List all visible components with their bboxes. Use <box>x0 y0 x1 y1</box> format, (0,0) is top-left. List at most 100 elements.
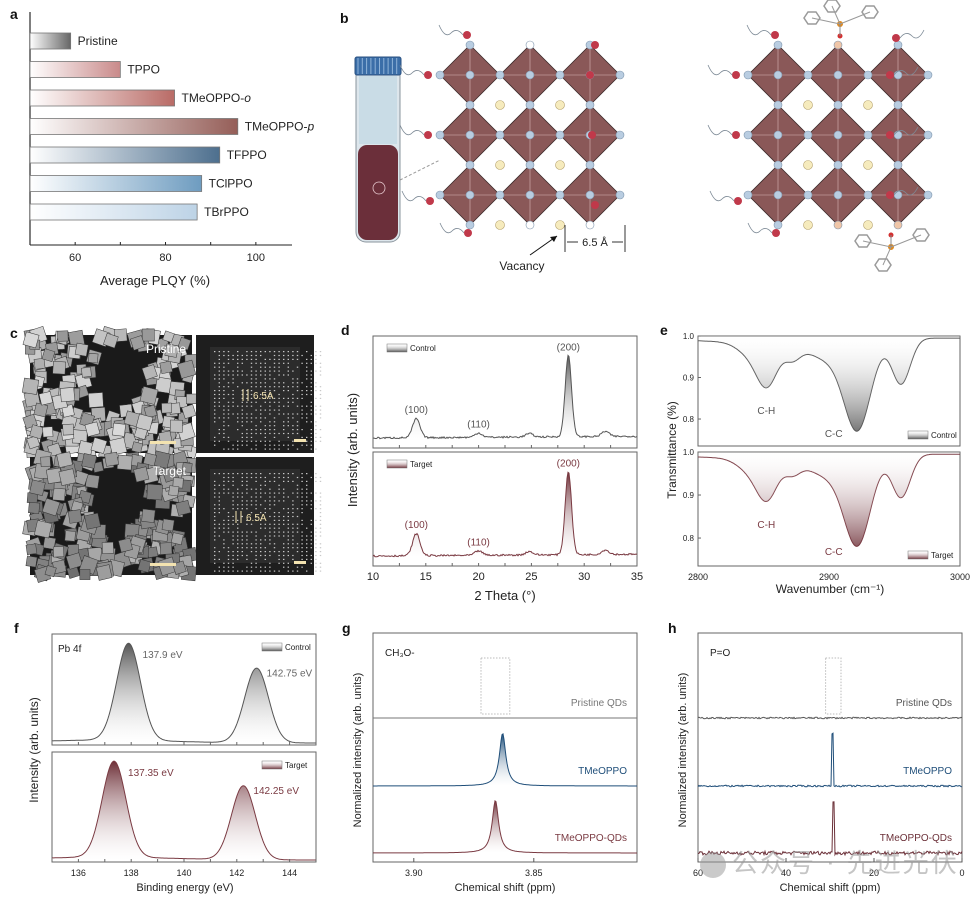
x-tick-label: 136 <box>71 868 86 878</box>
atom-column <box>269 554 271 557</box>
atom-column <box>241 551 243 553</box>
atom-column <box>260 421 262 423</box>
atom-column <box>269 370 271 372</box>
atom-column <box>260 429 262 431</box>
atom-column <box>319 362 322 364</box>
atom-column <box>255 508 257 510</box>
band-label: C-H <box>757 520 775 531</box>
atom-column <box>287 531 289 533</box>
atom-column <box>264 551 266 553</box>
atom-column <box>319 354 322 357</box>
atom-column <box>250 476 253 479</box>
atom-column <box>260 519 262 521</box>
atom-column <box>278 358 280 360</box>
atom-column <box>301 512 303 514</box>
ftir-fill <box>698 452 960 547</box>
atom-column <box>269 562 271 564</box>
atom-column <box>283 473 285 475</box>
atom-column <box>319 543 322 545</box>
nanocube <box>133 466 150 483</box>
atom-column <box>315 382 317 384</box>
atom-column <box>232 480 234 482</box>
atom-column <box>237 374 239 376</box>
nanocube <box>162 330 175 343</box>
nanocube <box>108 437 128 456</box>
atom-column <box>269 515 271 518</box>
nanocube <box>161 402 172 414</box>
atom-column <box>301 531 303 533</box>
atom-column <box>287 397 289 399</box>
atom-column <box>269 527 271 529</box>
atom-column <box>310 508 312 510</box>
atom-column <box>273 515 276 518</box>
atom-column <box>301 496 303 498</box>
atom-column <box>310 354 312 357</box>
atom-column <box>214 480 216 482</box>
atom-column <box>227 413 230 415</box>
atom-column <box>250 473 253 475</box>
atom-column <box>310 448 312 450</box>
atom-column <box>264 547 266 549</box>
ligand-tail <box>438 24 464 36</box>
halide-node <box>743 70 753 80</box>
halide-node <box>863 130 873 140</box>
atom-column <box>278 570 280 572</box>
atom-column <box>223 476 225 479</box>
atom-column <box>287 448 289 450</box>
atom-column <box>306 535 308 537</box>
halide-node <box>465 100 475 110</box>
atom-column <box>296 351 299 353</box>
xps-control-line <box>52 642 316 744</box>
phosphine-oxide-molecule <box>803 0 879 39</box>
atom-column <box>273 401 276 403</box>
atom-column <box>241 413 243 415</box>
atom-column <box>246 500 248 502</box>
y-axis-label: Intensity (arb. units) <box>27 697 41 802</box>
atom-column <box>283 444 285 446</box>
atom-column <box>306 484 308 486</box>
vial-liquid <box>358 145 398 240</box>
atom-column <box>223 566 225 568</box>
atom-column <box>283 566 285 568</box>
atom-column <box>237 492 239 494</box>
atom-column <box>223 488 225 490</box>
panel-b-schematic: 6.5 Å Vacancy <box>354 0 933 273</box>
atom-column <box>283 543 285 545</box>
atom-column <box>246 508 248 510</box>
ligand-tail <box>707 64 733 76</box>
atom-column <box>232 354 234 357</box>
nanocube <box>26 435 41 450</box>
atom-column <box>301 551 303 553</box>
bar-label: TFPPO <box>227 148 267 162</box>
nanocube <box>172 560 187 575</box>
atom-column <box>292 351 294 353</box>
y-axis-label: Transmittance (%) <box>665 401 679 499</box>
atom-column <box>223 570 225 572</box>
atom-column <box>255 492 257 494</box>
ftir-fill <box>698 336 960 432</box>
atom-column <box>287 386 289 388</box>
atom-column <box>264 362 266 364</box>
atom-column <box>306 473 308 475</box>
atom-column <box>278 386 280 388</box>
atom-column <box>255 558 257 560</box>
atom-column <box>227 374 230 376</box>
halide-node <box>495 70 505 80</box>
nanocube <box>159 542 173 555</box>
atom-column <box>246 440 248 442</box>
chart-title: P=O <box>710 648 731 659</box>
atom-column <box>260 496 262 498</box>
atom-column <box>223 366 225 368</box>
atom-column <box>292 558 294 560</box>
atom-column <box>296 547 299 549</box>
nanocube <box>79 569 91 580</box>
nanocube <box>52 487 66 502</box>
atom-column <box>218 417 220 419</box>
atom-column <box>273 432 276 435</box>
ligand-tail <box>707 124 733 136</box>
panel-a-bar-chart: 60 80 100 Average PLQY (%) Pristine TPPO TMeOP… <box>29 12 314 288</box>
atom-column <box>269 496 271 498</box>
atom-column <box>218 432 220 435</box>
atom-column <box>218 351 220 353</box>
atom-column <box>292 440 294 442</box>
